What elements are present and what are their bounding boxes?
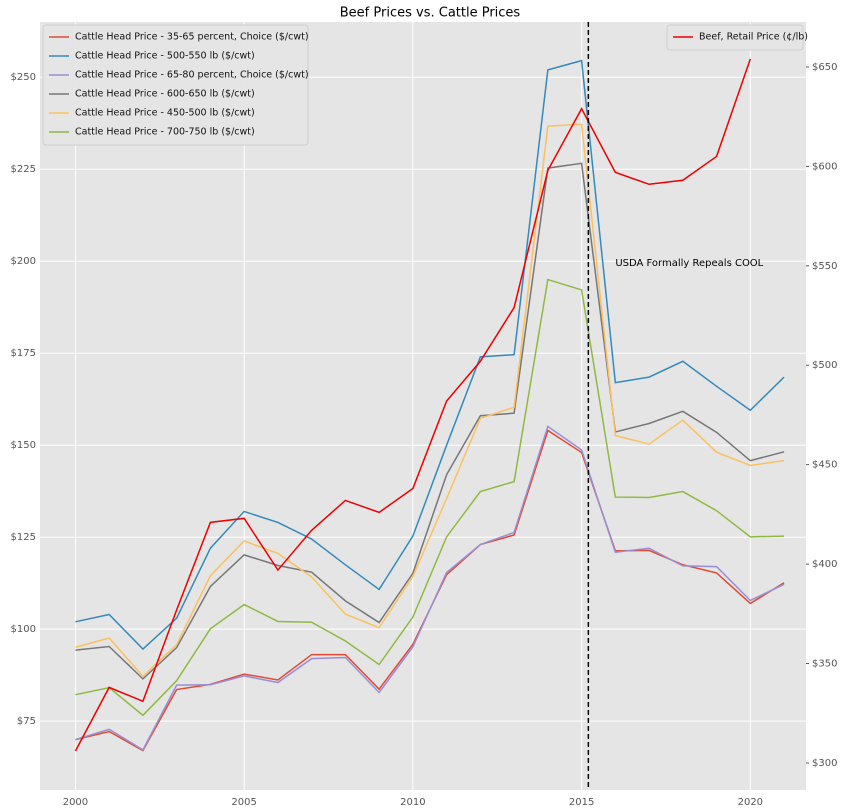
series-line [75,59,785,651]
legend-label: Cattle Head Price - 450-500 lb ($/cwt) [75,108,255,119]
y2-tick-label: $650 [812,62,837,73]
y-tick-label: $175 [11,348,36,359]
x-tick-label: 2010 [400,797,425,808]
y2-tick-label: $350 [812,659,837,670]
chart-title: Beef Prices vs. Cattle Prices [340,6,521,21]
legend-label: Cattle Head Price - 700-750 lb ($/cwt) [75,127,255,138]
y-tick-label: $75 [17,716,36,727]
legend-label: Beef, Retail Price (¢/lb) [699,32,808,43]
x-tick-label: 2000 [63,797,88,808]
x-tick-label: 2015 [569,797,594,808]
y2-tick-label: $450 [812,460,837,471]
y2-tick-label: $300 [812,758,837,769]
series-line [75,425,785,751]
legend-label: Cattle Head Price - 35-65 percent, Choic… [75,32,309,43]
series-line [75,162,785,680]
y-tick-label: $250 [11,72,36,83]
series-line [74,58,752,752]
y2-tick-label: $500 [812,360,837,371]
legend-box [666,24,804,51]
legend-label: Cattle Head Price - 500-550 lb ($/cwt) [75,51,255,62]
y2-tick-label: $550 [812,261,837,272]
x-tick-label: 2005 [231,797,256,808]
series-line [75,123,785,678]
legend-box [42,24,309,146]
y-tick-label: $150 [11,440,36,451]
y2-tick-label: $600 [812,161,837,172]
y2-tick-label: $400 [812,559,837,570]
annotation: USDA Formally Repeals COOL [615,258,763,269]
x-tick-label: 2020 [738,797,763,808]
series-line [75,278,785,717]
legend-label: Cattle Head Price - 600-650 lb ($/cwt) [75,89,255,100]
plot-area [40,22,806,790]
y-tick-label: $100 [11,624,36,635]
y-tick-label: $125 [11,532,36,543]
y-tick-label: $200 [11,256,36,267]
y-tick-label: $225 [11,164,36,175]
legend-label: Cattle Head Price - 65-80 percent, Choic… [75,70,309,81]
